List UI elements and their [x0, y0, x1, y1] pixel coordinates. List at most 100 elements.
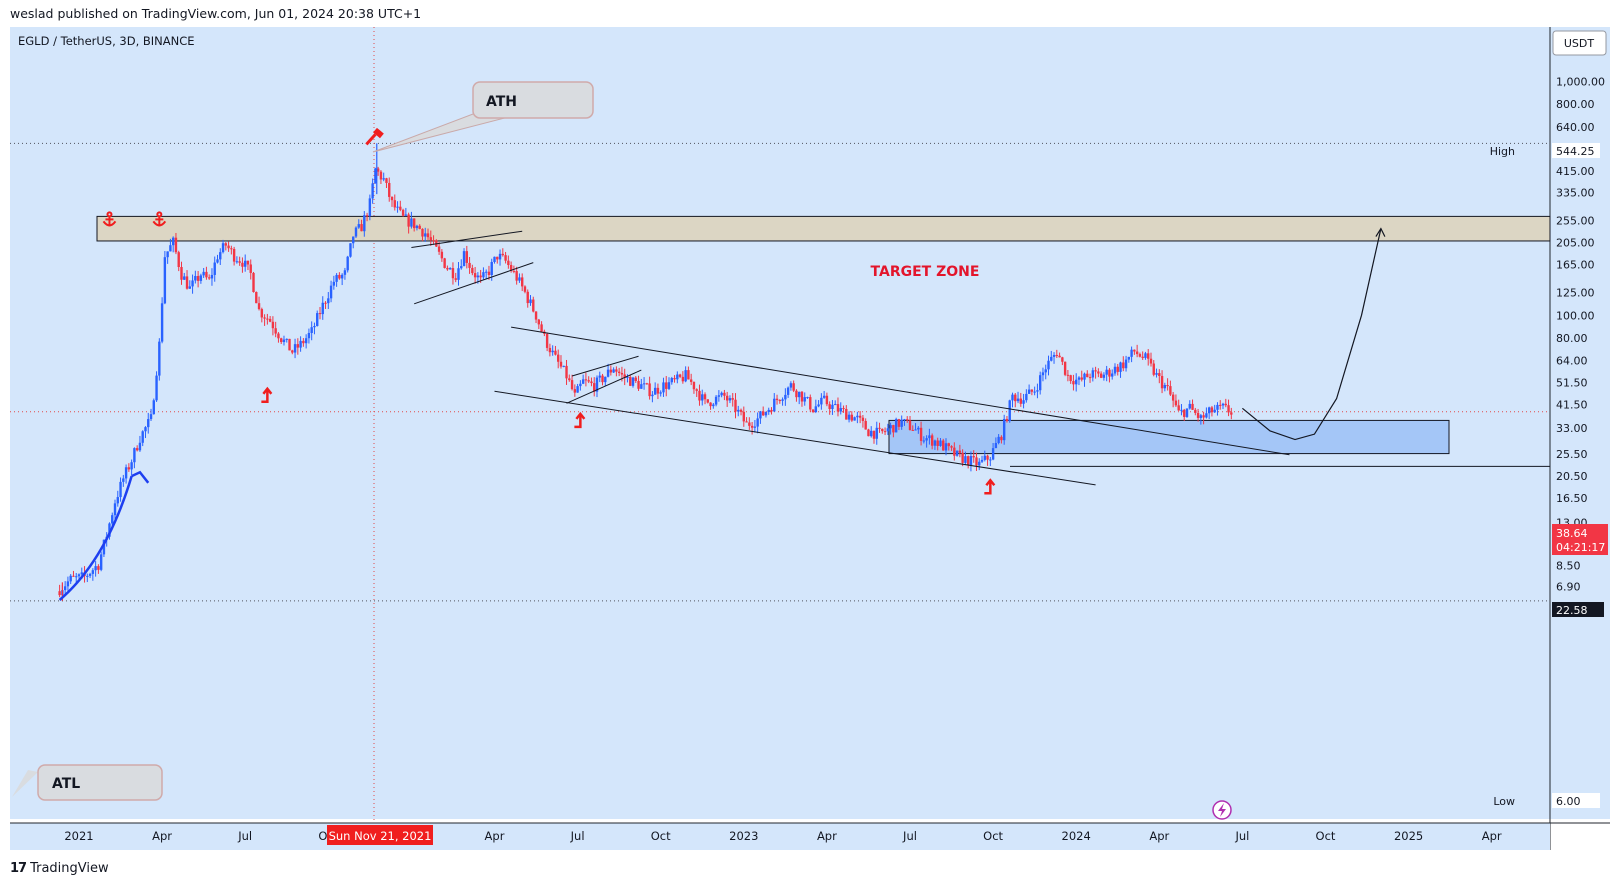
- candle-body: [280, 338, 283, 343]
- candle-body: [883, 431, 887, 433]
- y-tick-label: 1,000.00: [1556, 76, 1605, 89]
- y-tick-label: 25.50: [1556, 448, 1588, 461]
- y-tick-label: 415.00: [1556, 165, 1595, 178]
- support-price-value: 22.58: [1556, 604, 1588, 617]
- candle-body: [360, 224, 363, 232]
- candle-body: [332, 281, 336, 286]
- currency-button[interactable]: USDT: [1564, 37, 1595, 50]
- candle-body: [1155, 373, 1158, 375]
- candles[interactable]: [58, 143, 1233, 601]
- candle-body: [1083, 373, 1086, 380]
- candle-body: [642, 383, 646, 385]
- x-tick-label: 2023: [729, 829, 758, 843]
- candle-body: [144, 427, 147, 432]
- candle-body: [498, 253, 502, 260]
- candle-body: [1099, 373, 1103, 378]
- candle-body: [288, 338, 291, 351]
- candle-body: [695, 389, 698, 391]
- zones: [96, 215, 1551, 467]
- candle-body: [725, 395, 729, 401]
- candle-body: [1191, 403, 1194, 410]
- candle-body: [221, 243, 225, 253]
- candle-body: [742, 411, 745, 422]
- candle-body: [750, 425, 754, 428]
- candle-body: [593, 383, 596, 392]
- candle-body: [942, 440, 945, 451]
- candle-body: [980, 459, 984, 462]
- candle-body: [399, 206, 402, 210]
- candle-body: [138, 442, 142, 451]
- tradingview-brand: TradingView: [30, 861, 109, 876]
- candle-body: [343, 270, 347, 275]
- candle-body: [116, 497, 119, 504]
- candle-body: [604, 376, 607, 383]
- candle-body: [429, 237, 432, 241]
- candle-body: [986, 455, 989, 460]
- candle-body: [210, 274, 214, 279]
- channel-bottom-line: [494, 390, 1096, 486]
- candle-body: [1066, 374, 1070, 376]
- candle-body: [1158, 373, 1161, 376]
- anchor-icon: [152, 211, 167, 227]
- candle-body: [731, 398, 734, 400]
- candle-body: [1138, 354, 1142, 357]
- candle-body: [141, 431, 144, 443]
- y-tick-label: 41.50: [1556, 399, 1588, 412]
- anchor-icon: [102, 211, 117, 227]
- candle-body: [437, 246, 441, 252]
- candle-body: [299, 340, 302, 348]
- candle-body: [155, 375, 158, 401]
- candle-body: [277, 333, 280, 339]
- candle-body: [798, 391, 801, 398]
- candle-body: [1011, 394, 1014, 401]
- candle-body: [432, 240, 435, 242]
- candle-body: [410, 218, 413, 227]
- candle-body: [834, 404, 837, 406]
- time-axis[interactable]: [10, 823, 1550, 850]
- lightning-icon[interactable]: [1212, 800, 1232, 820]
- candle-body: [670, 378, 673, 383]
- candle-body: [244, 260, 247, 267]
- currency-button-bg[interactable]: [1552, 30, 1607, 56]
- candle-body: [764, 412, 768, 416]
- candle-body: [1016, 398, 1020, 402]
- candle-body: [424, 233, 427, 237]
- candle-body: [490, 261, 493, 276]
- symbol-title[interactable]: EGLD / TetherUS, 3D, BINANCE: [18, 34, 195, 48]
- tradingview-logo[interactable]: 17 TradingView: [10, 861, 109, 876]
- candle-body: [1202, 415, 1205, 418]
- candle-body: [1077, 377, 1081, 380]
- candle-body: [1030, 389, 1034, 392]
- candle-body: [853, 417, 856, 421]
- candle-body: [58, 591, 61, 596]
- accumulation-zone-box: [888, 419, 1450, 455]
- x-tick-label: Apr: [152, 829, 172, 843]
- price-axis[interactable]: [1550, 27, 1610, 819]
- candle-body: [706, 399, 709, 403]
- candle-body: [784, 394, 787, 400]
- guide-lines: [10, 27, 1550, 823]
- candle-body: [515, 271, 518, 281]
- candle-body: [897, 419, 901, 427]
- x-tick-label: Jul: [902, 829, 917, 843]
- candle-body: [205, 271, 208, 278]
- candle-body: [806, 397, 809, 399]
- candle-body: [1061, 357, 1064, 362]
- candle-body: [681, 376, 685, 382]
- candle-body: [734, 399, 737, 412]
- candle-body: [232, 248, 236, 262]
- candle-body: [839, 408, 842, 412]
- candle-body: [551, 350, 554, 353]
- y-tick-label: 8.50: [1556, 559, 1581, 572]
- candle-body: [537, 319, 541, 325]
- candle-body: [196, 276, 200, 281]
- wedge-top-line: [411, 230, 523, 249]
- candle-body: [374, 168, 377, 184]
- candle-body: [260, 309, 264, 318]
- candle-body: [861, 417, 865, 421]
- candle-body: [512, 270, 516, 272]
- candle-body: [626, 377, 629, 379]
- candle-body: [966, 456, 970, 466]
- candle-body: [1163, 385, 1167, 389]
